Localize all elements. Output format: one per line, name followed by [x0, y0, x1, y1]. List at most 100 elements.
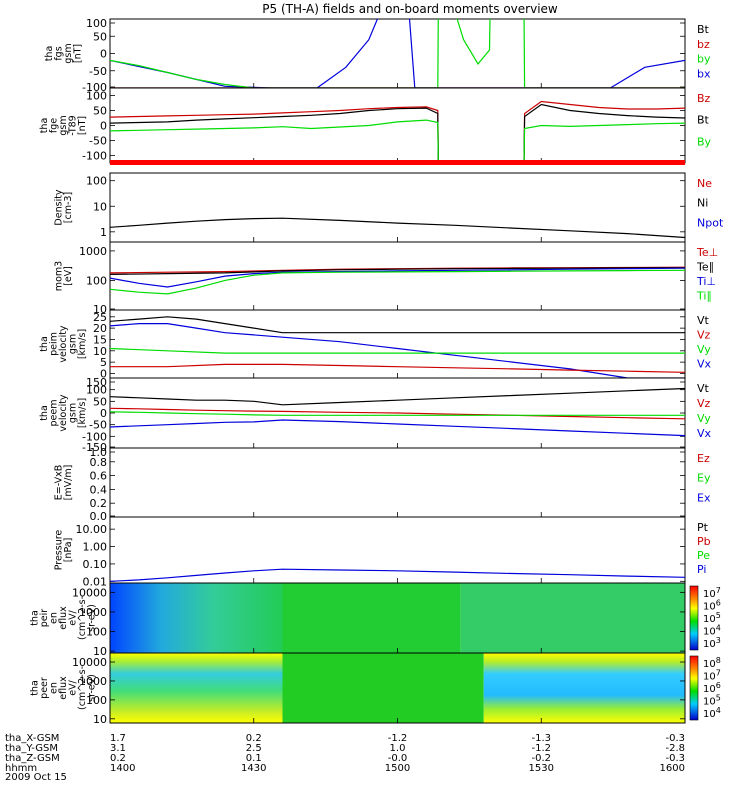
series-line-Bt: [110, 103, 685, 163]
y-axis-label: sr-eV): [87, 604, 98, 632]
x-row-value: 1600: [660, 763, 685, 774]
series-line-Ti∥: [110, 269, 685, 295]
colorbar-tick: 106: [703, 681, 721, 695]
y-axis-label: [km/s]: [77, 329, 88, 359]
colorbar-tick: 104: [703, 624, 721, 638]
y-tick-label: 25: [93, 311, 107, 324]
y-tick-label: 0: [100, 48, 107, 61]
panel-6: 1.00.80.60.40.20.0 E=-VxB[mV/m] Ez Ey Ex: [53, 446, 711, 523]
y-tick-label: 0: [100, 407, 107, 420]
y-axis-label: tha: [44, 46, 55, 62]
legend-entry: Pi: [697, 563, 706, 576]
colorbar-tick: 105: [703, 694, 721, 708]
y-tick-label: 50: [93, 395, 107, 408]
y-axis-label: velocity: [58, 325, 69, 363]
series-line-Vz: [110, 407, 685, 420]
y-tick-label: 150: [86, 376, 107, 389]
legend-entry: Ni: [697, 197, 708, 210]
y-axis-label: tha: [39, 118, 50, 134]
y-tick-label: 1000: [79, 675, 107, 688]
y-tick-label: 0.01: [83, 575, 108, 588]
y-axis-label: fgs: [53, 46, 64, 60]
series-line-by: [110, 19, 685, 88]
series-line-Vx: [110, 323, 685, 378]
y-tick-label: 0.4: [90, 483, 108, 496]
y-tick-label: 10: [93, 303, 107, 316]
y-axis-label: mom3: [53, 261, 64, 291]
x-row-value: -0.0: [388, 753, 408, 764]
y-axis-label: Pressure: [53, 530, 64, 571]
y-axis-label: -T89: [68, 115, 79, 135]
y-axis-label: velocity: [58, 394, 69, 432]
y-tick-label: 50: [93, 105, 107, 118]
heatmap-band-1: [282, 583, 461, 653]
heatmap-band-0: [110, 583, 283, 653]
y-axis-label: [cm-3]: [63, 192, 74, 223]
legend-entry: Pb: [697, 535, 711, 548]
colorbar-tick: 106: [703, 599, 721, 613]
y-tick-label: 5: [100, 356, 107, 369]
panel-frame: [109, 516, 686, 584]
y-axis-label: gsm: [68, 403, 79, 423]
y-tick-label: 100: [86, 90, 107, 103]
colorbar-tick: 107: [703, 669, 721, 683]
y-axis-label: eV/: [68, 679, 79, 695]
y-tick-label: 10: [93, 345, 107, 358]
y-tick-label: 0: [100, 367, 107, 380]
y-tick-label: 10: [93, 200, 107, 213]
legend-entry: By: [697, 135, 712, 148]
x-row-label: tha_Y-GSM: [5, 743, 58, 754]
y-tick-label: 100: [86, 175, 107, 188]
y-tick-label: -100: [82, 81, 107, 94]
panels: 100500-50-100thafgsgsm[nT]Btbzbybx100500…: [30, 17, 724, 726]
y-axis-label: (cm^2-s-: [77, 666, 88, 710]
y-tick-label: -100: [82, 430, 107, 443]
legend-entry: Vx: [697, 427, 712, 440]
legend-entry: Npot: [697, 216, 724, 229]
series-line-Vy: [110, 411, 685, 416]
y-axis-label: [km/s]: [77, 398, 88, 428]
y-tick-label: -50: [89, 135, 107, 148]
x-row-value: 1400: [110, 763, 135, 774]
series-line-Ni: [110, 217, 685, 239]
legend-entry: Ti⊥: [696, 275, 716, 288]
x-row-value: 1500: [385, 763, 410, 774]
legend-entry: Vz: [697, 329, 711, 342]
y-tick-label: 0.2: [90, 497, 108, 510]
colorbar-tick: 103: [703, 636, 721, 650]
x-row-value: -0.3: [665, 753, 685, 764]
y-axis-label: peer: [39, 677, 50, 699]
series-line-Vy: [110, 347, 685, 354]
y-tick-label: 0.10: [83, 558, 108, 571]
x-row-label: hhmm: [5, 763, 37, 774]
x-row-value: 0.2: [246, 733, 262, 744]
y-axis-label: gsm: [68, 334, 79, 354]
y-tick-label: 50: [93, 30, 107, 43]
y-tick-label: 100: [86, 274, 107, 287]
y-axis-label: [nT]: [72, 44, 83, 63]
colorbar: [689, 585, 699, 651]
series-line-Ti⊥: [110, 267, 685, 288]
y-axis-label: tha: [30, 680, 41, 696]
y-tick-label: 10: [93, 645, 107, 658]
series-line-Vt: [110, 387, 685, 406]
date-label: 2009 Oct 15: [5, 772, 67, 783]
y-tick-label: -50: [89, 65, 107, 78]
legend-entry: Ex: [697, 491, 711, 504]
panel-3: 1000 100 10 mom3[eV] Te⊥ Te∥Ti⊥ Ti∥: [53, 241, 718, 316]
legend-entry: Vy: [697, 412, 711, 425]
y-tick-label: 10000: [72, 586, 107, 599]
y-axis-label: peir: [39, 609, 50, 628]
x-row-label: tha_Z-GSM: [5, 753, 60, 764]
series-line-bx: [110, 19, 685, 88]
chart-title: P5 (TH-A) fields and on-board moments ov…: [262, 2, 558, 16]
y-tick-label: 1000: [79, 245, 107, 258]
y-tick-label: 10.00: [76, 523, 108, 536]
y-axis-label: en: [49, 612, 60, 624]
panel-2: 100 10 1 Density[cm-3] Ne Ni Npot: [53, 172, 724, 243]
y-tick-label: 0.0: [90, 510, 108, 523]
legend-entry: Ti∥: [696, 290, 712, 303]
